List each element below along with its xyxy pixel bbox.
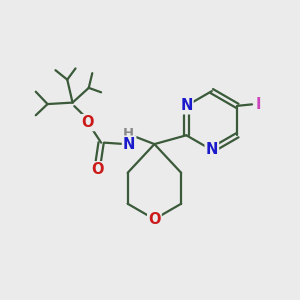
Text: N: N [180, 98, 193, 113]
Text: O: O [82, 115, 94, 130]
Text: N: N [123, 136, 135, 152]
Text: N: N [206, 142, 218, 158]
Text: O: O [148, 212, 161, 227]
Text: H: H [123, 127, 134, 140]
Text: O: O [91, 162, 104, 177]
Text: I: I [255, 97, 261, 112]
